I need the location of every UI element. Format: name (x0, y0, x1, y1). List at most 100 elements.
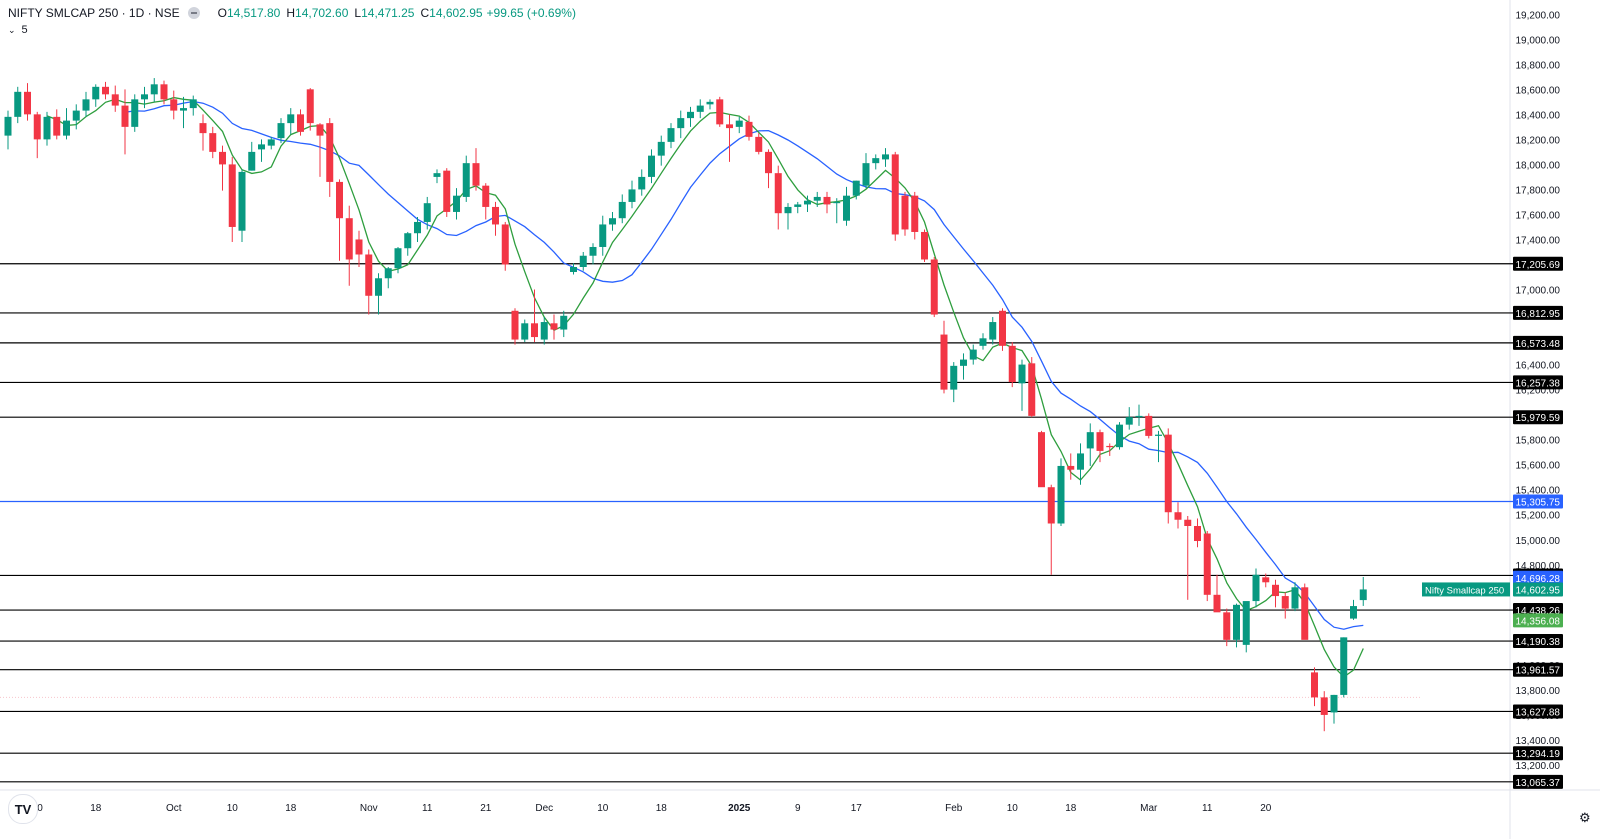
gear-icon[interactable]: ⚙ (1579, 810, 1591, 825)
candle-body (1125, 417, 1133, 425)
x-tick-label: 21 (480, 803, 492, 814)
y-tick-label: 15,200.00 (1516, 511, 1561, 522)
candle-body (492, 206, 499, 225)
candle-body (82, 99, 90, 111)
y-tick-label: 18,600.00 (1516, 85, 1561, 96)
candle-body (1135, 415, 1143, 418)
candle-body (1106, 445, 1114, 448)
candle-body (150, 84, 158, 95)
candle-body (804, 200, 811, 205)
candle-body (579, 255, 587, 267)
candle-body (950, 365, 958, 390)
candle-body (872, 158, 880, 164)
candle-body (570, 266, 577, 273)
x-tick-label: 18 (90, 803, 102, 814)
eye-icon[interactable] (187, 7, 200, 19)
candle-body (1155, 434, 1162, 436)
candle-body (609, 218, 616, 225)
candle-body (365, 254, 373, 296)
low-label: L (354, 6, 362, 20)
change-value: +99.65 (+0.69%) (486, 6, 576, 20)
candle-body (316, 124, 324, 136)
candle-body (599, 224, 607, 247)
y-tick-label: 17,400.00 (1516, 235, 1561, 246)
candle-body (384, 268, 392, 279)
candle-body (784, 206, 792, 214)
symbol-title[interactable]: NIFTY SMLCAP 250 · 1D · NSE (8, 6, 180, 20)
level-price-tag: 13,961.57 (1516, 666, 1561, 677)
y-tick-label: 18,000.00 (1516, 160, 1561, 171)
candle-body (745, 121, 753, 137)
candle-body (1096, 432, 1104, 451)
close-label: C (420, 6, 430, 20)
candle-body (628, 189, 636, 202)
y-tick-label: 16,400.00 (1516, 361, 1561, 372)
low-value: 14,471.25 (361, 6, 415, 20)
candle-body (911, 195, 919, 232)
candle-body (375, 278, 382, 296)
candle-body (1067, 465, 1075, 470)
candle-body (404, 233, 412, 249)
candle-body (258, 144, 265, 150)
y-tick-label: 17,000.00 (1516, 286, 1561, 297)
candle-body (794, 204, 802, 207)
x-tick-label: 10 (227, 803, 239, 814)
current-price-tag-bg (1513, 570, 1563, 585)
level-price-tag: 13,065.37 (1516, 778, 1561, 789)
candle-body (716, 99, 724, 125)
candle-body (618, 201, 626, 219)
candle-body (72, 110, 80, 121)
chevron-down-icon[interactable]: ⌄ (8, 24, 16, 35)
candle-body (1272, 584, 1279, 597)
candle-body (1047, 487, 1055, 524)
level-price-tag-bg (1513, 305, 1563, 320)
y-tick-label: 16,200.00 (1516, 386, 1561, 397)
x-tick-label: Dec (535, 803, 553, 814)
candle-body (979, 338, 987, 346)
current-price-tag: 14,356.08 (1516, 616, 1561, 627)
y-tick-label: 18,200.00 (1516, 135, 1561, 146)
level-price-tag-bg (1513, 634, 1563, 649)
candle-body (238, 171, 246, 231)
x-tick-label: Feb (945, 803, 963, 814)
candle-body (1340, 637, 1348, 695)
candle-body (501, 224, 509, 265)
candle-body (677, 118, 685, 129)
symbol-legend: NIFTY SMLCAP 250 · 1D · NSE O 14,517.80 H… (8, 6, 576, 20)
candle-body (901, 195, 909, 230)
x-tick-label: 17 (851, 803, 863, 814)
candle-body (1281, 596, 1289, 609)
candle-body (1116, 424, 1123, 448)
candle-body (199, 123, 207, 134)
candle-body (891, 154, 899, 235)
candle-body (63, 120, 70, 136)
candle-body (14, 91, 22, 117)
candle-body (1350, 606, 1357, 619)
candle-body (1018, 364, 1026, 384)
candle-body (1038, 432, 1045, 488)
candle-body (297, 114, 304, 132)
candle-body (209, 133, 217, 152)
candle-body (813, 196, 821, 201)
candle-body (1262, 577, 1270, 583)
candle-body (852, 180, 860, 196)
high-value: 14,702.60 (295, 6, 349, 20)
candle-body (4, 116, 12, 136)
indicator-legend[interactable]: ⌄ 5 (8, 24, 28, 36)
tradingview-logo-icon[interactable]: TV (8, 794, 38, 824)
candle-body (862, 163, 870, 186)
candle-body (453, 195, 460, 212)
candle-body (560, 315, 568, 330)
candle-body (336, 181, 343, 219)
x-tick-label: 11 (1202, 803, 1213, 814)
candle-body (414, 221, 421, 234)
current-price-tag-bg (1513, 613, 1563, 628)
y-tick-label: 15,600.00 (1516, 461, 1561, 472)
candle-body (843, 195, 850, 221)
candle-body (277, 123, 285, 139)
candle-body (531, 323, 538, 338)
candle-body (33, 114, 41, 140)
y-tick-label: 19,200.00 (1516, 10, 1561, 21)
